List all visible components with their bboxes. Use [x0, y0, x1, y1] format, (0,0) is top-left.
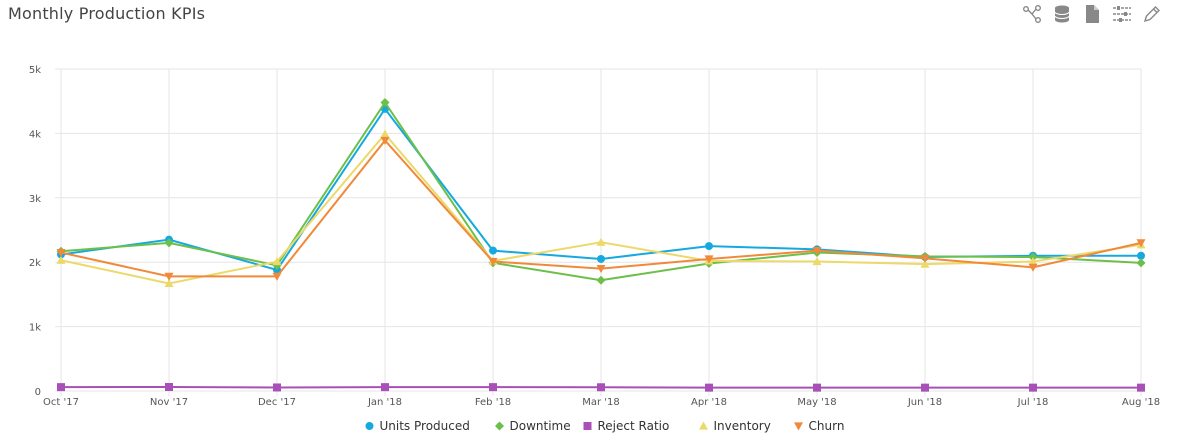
document-icon[interactable]	[1081, 3, 1103, 25]
data-point	[380, 136, 390, 145]
legend-item[interactable]: Churn	[794, 419, 844, 433]
legend-label: Churn	[809, 419, 845, 433]
legend-label: Downtime	[510, 419, 571, 433]
legend-label: Inventory	[714, 419, 771, 433]
data-point	[57, 383, 65, 392]
y-tick-label: 0	[35, 387, 41, 398]
data-point	[495, 421, 504, 431]
data-point	[381, 383, 389, 392]
data-point	[596, 237, 606, 246]
data-point	[583, 422, 592, 430]
data-point	[489, 246, 497, 255]
x-tick-label: Dec '17	[258, 397, 296, 408]
data-point	[489, 383, 497, 392]
data-point	[920, 254, 930, 263]
data-point	[1137, 383, 1145, 392]
x-tick-label: Aug '18	[1122, 397, 1160, 408]
data-point	[705, 383, 713, 392]
data-point	[380, 129, 390, 138]
data-point	[164, 238, 174, 248]
data-point	[699, 421, 708, 430]
y-tick-label: 5k	[29, 65, 41, 76]
data-point	[813, 383, 821, 392]
data-point	[596, 265, 606, 274]
data-point	[273, 265, 281, 274]
y-tick-label: 3k	[29, 194, 41, 205]
data-point	[921, 383, 929, 392]
legend-item[interactable]: Downtime	[495, 419, 571, 433]
legend-item[interactable]: Units Produced	[365, 419, 470, 433]
x-tick-label: Feb '18	[475, 397, 511, 408]
data-point	[380, 97, 390, 107]
data-point	[488, 257, 498, 267]
x-tick-label: Jun '18	[907, 397, 942, 408]
data-point	[1136, 258, 1146, 268]
x-tick-label: Jul '18	[1017, 397, 1049, 408]
data-point	[812, 257, 822, 266]
legend-item[interactable]: Inventory	[699, 419, 771, 433]
x-tick-label: Apr '18	[691, 397, 727, 408]
database-icon[interactable]	[1051, 3, 1073, 25]
y-tick-label: 1k	[29, 323, 41, 334]
x-tick-label: May '18	[797, 397, 836, 408]
data-point	[920, 259, 930, 268]
data-point	[1029, 383, 1037, 392]
x-tick-label: Mar '18	[582, 397, 620, 408]
pencil-icon[interactable]	[1141, 3, 1163, 25]
data-point	[596, 275, 606, 285]
share-icon[interactable]	[1021, 3, 1043, 25]
data-point	[365, 422, 374, 430]
data-point	[705, 242, 713, 251]
data-point	[272, 257, 282, 266]
data-point	[597, 254, 605, 263]
data-point	[704, 255, 714, 264]
data-point	[56, 248, 66, 258]
data-point	[1136, 239, 1146, 248]
legend-label: Units Produced	[380, 419, 470, 433]
data-point	[164, 278, 174, 288]
data-point	[1028, 257, 1038, 266]
legend-item[interactable]: Reject Ratio	[583, 419, 670, 433]
data-point	[164, 272, 174, 281]
legend-label: Reject Ratio	[598, 419, 670, 433]
chart-toolbar	[1021, 3, 1163, 25]
data-point	[165, 383, 173, 392]
y-tick-label: 2k	[29, 258, 41, 269]
sliders-icon[interactable]	[1111, 3, 1133, 25]
x-tick-label: Jan '18	[367, 397, 402, 408]
series-reject-ratio	[57, 383, 1145, 392]
data-point	[1028, 252, 1038, 262]
series-churn	[56, 136, 1146, 281]
data-point	[56, 255, 66, 264]
data-point	[794, 422, 803, 431]
chart-title: Monthly Production KPIs	[8, 4, 206, 23]
data-point	[597, 383, 605, 392]
x-tick-label: Nov '17	[150, 397, 188, 408]
data-point	[273, 383, 281, 392]
data-point	[1028, 263, 1038, 272]
y-tick-label: 4k	[29, 129, 41, 140]
data-point	[272, 272, 282, 281]
data-point	[1137, 251, 1145, 260]
x-tick-label: Oct '17	[43, 397, 79, 408]
data-point	[812, 247, 822, 256]
